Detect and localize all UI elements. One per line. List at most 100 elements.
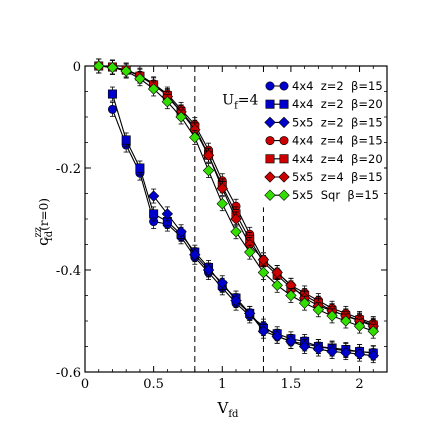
data-point: [134, 73, 146, 85]
data-point: [161, 96, 174, 108]
legend-entry-6: 5x5 Sqr β=15: [264, 188, 379, 202]
legend-marker: [278, 189, 290, 201]
annotation-main: U: [222, 92, 234, 108]
data-point: [271, 279, 283, 291]
x-tick-label-1: 0.5: [143, 377, 164, 392]
data-point: [271, 330, 283, 342]
data-point: [353, 320, 366, 332]
data-point: [312, 343, 325, 355]
data-point: [298, 297, 311, 309]
data-point: [135, 163, 145, 173]
legend-entry-1: 4x4 z=2 β=20: [265, 97, 383, 111]
x-tick-label-4: 2: [355, 377, 363, 392]
data-point: [202, 264, 215, 276]
legend-entry-3: 4x4 z=4 β=15: [265, 134, 383, 148]
data-point: [298, 340, 311, 353]
data-point: [285, 289, 297, 302]
legend-marker: [265, 136, 275, 146]
legend-marker: [264, 171, 276, 183]
data-point: [120, 65, 132, 77]
y-axis-title-main: c: [34, 238, 52, 246]
data-point: [312, 304, 325, 316]
series-line-5: [166, 96, 374, 327]
data-point: [340, 346, 352, 359]
data-point: [216, 198, 228, 210]
legend-marker: [265, 154, 275, 164]
annotation-uf: Uf=4: [222, 92, 258, 111]
data-point: [175, 226, 187, 238]
legend-marker: [279, 81, 289, 91]
data-point: [147, 83, 160, 95]
legend-marker: [279, 136, 289, 146]
data-point: [106, 61, 119, 74]
legend-entry-0: 4x4 z=2 β=15: [265, 79, 383, 93]
data-point: [257, 254, 270, 266]
legend-label-1: 4x4 z=2 β=20: [292, 97, 383, 111]
x-tick-label-0: 0: [81, 377, 89, 392]
data-point: [257, 325, 270, 337]
legend-entry-4: 4x4 z=4 β=20: [265, 152, 383, 166]
data-point: [326, 345, 338, 358]
legend-marker: [265, 99, 275, 109]
legend-marker: [279, 99, 289, 109]
data-point: [189, 249, 201, 261]
legend-marker: [279, 154, 289, 164]
data-point: [244, 246, 256, 258]
data-point: [367, 350, 379, 362]
data-point: [230, 294, 242, 307]
series-2: [147, 188, 379, 364]
data-point: [230, 213, 242, 225]
x-axis-title-sub: fd: [228, 409, 239, 420]
y-axis-title-sup: zz: [33, 227, 44, 238]
legend-label-5: 5x5 z=4 β=15: [292, 170, 383, 184]
data-point: [107, 89, 117, 99]
data-point: [340, 315, 352, 327]
legend-marker: [265, 81, 275, 91]
y-axis-title: czzfd(r=0): [33, 198, 55, 246]
x-tick-label-2: 1: [218, 377, 226, 392]
x-axis-title-main: V: [217, 399, 230, 417]
y-tick-label-3: -0.6: [56, 366, 81, 381]
series-layer: [93, 58, 379, 364]
legend-label-6: 5x5 Sqr β=15: [292, 188, 379, 202]
legend-label-4: 4x4 z=4 β=20: [292, 152, 383, 166]
data-point: [367, 325, 379, 337]
y-axis-title-sub: fd: [44, 230, 55, 241]
x-axis-title: Vfd: [217, 399, 240, 420]
legend: 4x4 z=2 β=15 4x4 z=2 β=20 5x5 z=2 β=15 4x4 …: [262, 74, 384, 208]
data-point: [175, 111, 187, 123]
series-6: [93, 58, 379, 339]
data-point: [257, 266, 270, 279]
data-point: [353, 348, 366, 360]
annotation-layer: Uf=4: [222, 92, 258, 111]
data-point: [93, 60, 105, 72]
data-point: [216, 277, 228, 289]
legend-marker: [278, 116, 290, 129]
data-point: [202, 164, 215, 177]
legend-entry-2: 5x5 z=2 β=15: [264, 115, 383, 129]
x-tick-label-3: 1.5: [281, 377, 302, 392]
y-tick-label-2: -0.4: [56, 264, 81, 279]
legend-marker: [264, 116, 276, 129]
data-point: [149, 209, 159, 219]
y-axis-title-arg: (r=0): [37, 198, 51, 231]
data-point: [326, 310, 338, 322]
legend-label-3: 4x4 z=4 β=15: [292, 134, 383, 148]
reference-lines: [194, 66, 264, 372]
data-point: [285, 335, 297, 348]
annotation-rest: =4: [238, 92, 259, 108]
y-tick-label-0: 0: [73, 60, 81, 75]
y-tick-label-1: -0.2: [56, 162, 81, 177]
data-point: [107, 104, 117, 114]
data-point: [216, 182, 228, 195]
data-point: [244, 307, 256, 320]
annotation-sub: f: [234, 100, 239, 111]
legend-label-2: 5x5 z=2 β=15: [292, 115, 383, 129]
legend-entry-5: 5x5 z=4 β=15: [264, 170, 383, 184]
data-point: [189, 131, 201, 144]
legend-label-0: 4x4 z=2 β=15: [292, 79, 383, 93]
data-point: [161, 208, 174, 220]
data-point: [230, 226, 242, 238]
data-point: [271, 266, 283, 279]
